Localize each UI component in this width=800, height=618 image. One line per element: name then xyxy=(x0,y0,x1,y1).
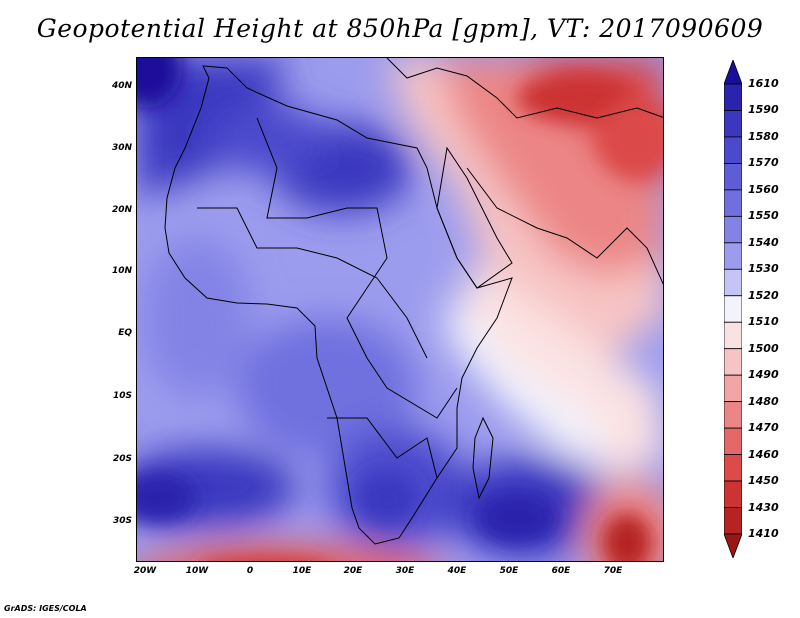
colorbar-level-label: 1480 xyxy=(748,394,779,408)
lat-label-30s: 30S xyxy=(112,516,132,526)
map-title: Geopotential Height at 850hPa [gpm], VT:… xyxy=(36,14,764,43)
colorbar-level-label: 1530 xyxy=(748,262,779,276)
colorbar-swatch xyxy=(724,427,742,455)
country-borders-1 xyxy=(256,117,458,419)
colorbar-level-label: 1590 xyxy=(748,103,779,117)
colorbar-swatch xyxy=(724,401,742,429)
africa-coastline xyxy=(164,65,513,545)
colorbar-swatch xyxy=(724,189,742,217)
lat-label-10s: 10S xyxy=(112,391,132,401)
colorbar-swatch xyxy=(724,268,742,297)
colorbar-swatch xyxy=(724,242,742,270)
lon-label-20w: 20W xyxy=(133,566,157,576)
colorbar-level-label: 1500 xyxy=(748,341,779,355)
colorbar-level-label: 1580 xyxy=(748,129,779,143)
colorbar-swatch xyxy=(724,163,742,191)
colorbar-level-label: 1520 xyxy=(748,288,779,302)
colorbar-swatch xyxy=(724,110,742,138)
height-field-map xyxy=(137,58,663,561)
colorbar-level-label: 1450 xyxy=(748,474,779,488)
colorbar-swatch xyxy=(724,374,742,403)
colorbar-swatch xyxy=(724,215,742,244)
lat-label-40n: 40N xyxy=(111,81,132,91)
lon-label-60e: 60E xyxy=(551,566,571,576)
lon-label-70e: 70E xyxy=(603,566,623,576)
lon-label-30e: 30E xyxy=(395,566,415,576)
colorbar-level-label: 1510 xyxy=(748,315,779,329)
arabia-asia-coastline xyxy=(466,167,663,285)
lon-label-20e: 20E xyxy=(343,566,363,576)
lon-label-10w: 10W xyxy=(185,566,209,576)
eurasia-coastline xyxy=(386,58,663,119)
colorbar-level-label: 1610 xyxy=(748,77,779,90)
lat-label-30n: 30N xyxy=(111,143,132,153)
lon-label-10e: 10E xyxy=(292,566,312,576)
colorbar-swatch xyxy=(724,480,742,508)
lon-label-40e: 40E xyxy=(447,566,467,576)
colorbar-top-arrow xyxy=(724,60,742,85)
colorbar-level-label: 1410 xyxy=(748,527,779,540)
lon-label-0: 0 xyxy=(246,566,254,576)
lat-label-20s: 20S xyxy=(112,454,132,464)
lat-label-10n: 10N xyxy=(111,266,132,276)
colorbar-level-label: 1460 xyxy=(748,447,779,461)
colorbar-swatch xyxy=(724,83,742,111)
grads-credit: GrADS: IGES/COLA xyxy=(4,604,87,613)
colorbar-level-label: 1490 xyxy=(748,368,779,382)
lat-label-20n: 20N xyxy=(111,205,132,215)
colorbar-level-label: 1540 xyxy=(748,235,779,249)
lat-label-eq: EQ xyxy=(118,328,132,338)
map-panel xyxy=(136,57,664,562)
colorbar-swatch xyxy=(724,348,742,376)
colorbar-swatch xyxy=(724,454,742,482)
field-detail xyxy=(137,58,663,561)
colorbar-swatch xyxy=(724,507,742,535)
lon-label-50e: 50E xyxy=(499,566,519,576)
red-sea-coast xyxy=(436,146,513,289)
colorbar-swatch xyxy=(724,136,742,164)
colorbar-swatch xyxy=(724,295,742,323)
colorbar-bottom-arrow xyxy=(724,533,742,558)
colorbar-level-label: 1430 xyxy=(748,500,779,514)
colorbar-level-label: 1560 xyxy=(748,182,779,196)
country-borders-3 xyxy=(327,417,438,479)
country-borders-2 xyxy=(197,207,428,359)
colorbar xyxy=(724,60,742,558)
colorbar-level-label: 1470 xyxy=(748,421,779,435)
madagascar-coastline xyxy=(472,416,494,500)
colorbar-swatch xyxy=(724,321,742,350)
coastlines xyxy=(164,58,663,545)
colorbar-level-label: 1550 xyxy=(748,209,779,223)
colorbar-level-label: 1570 xyxy=(748,156,779,170)
